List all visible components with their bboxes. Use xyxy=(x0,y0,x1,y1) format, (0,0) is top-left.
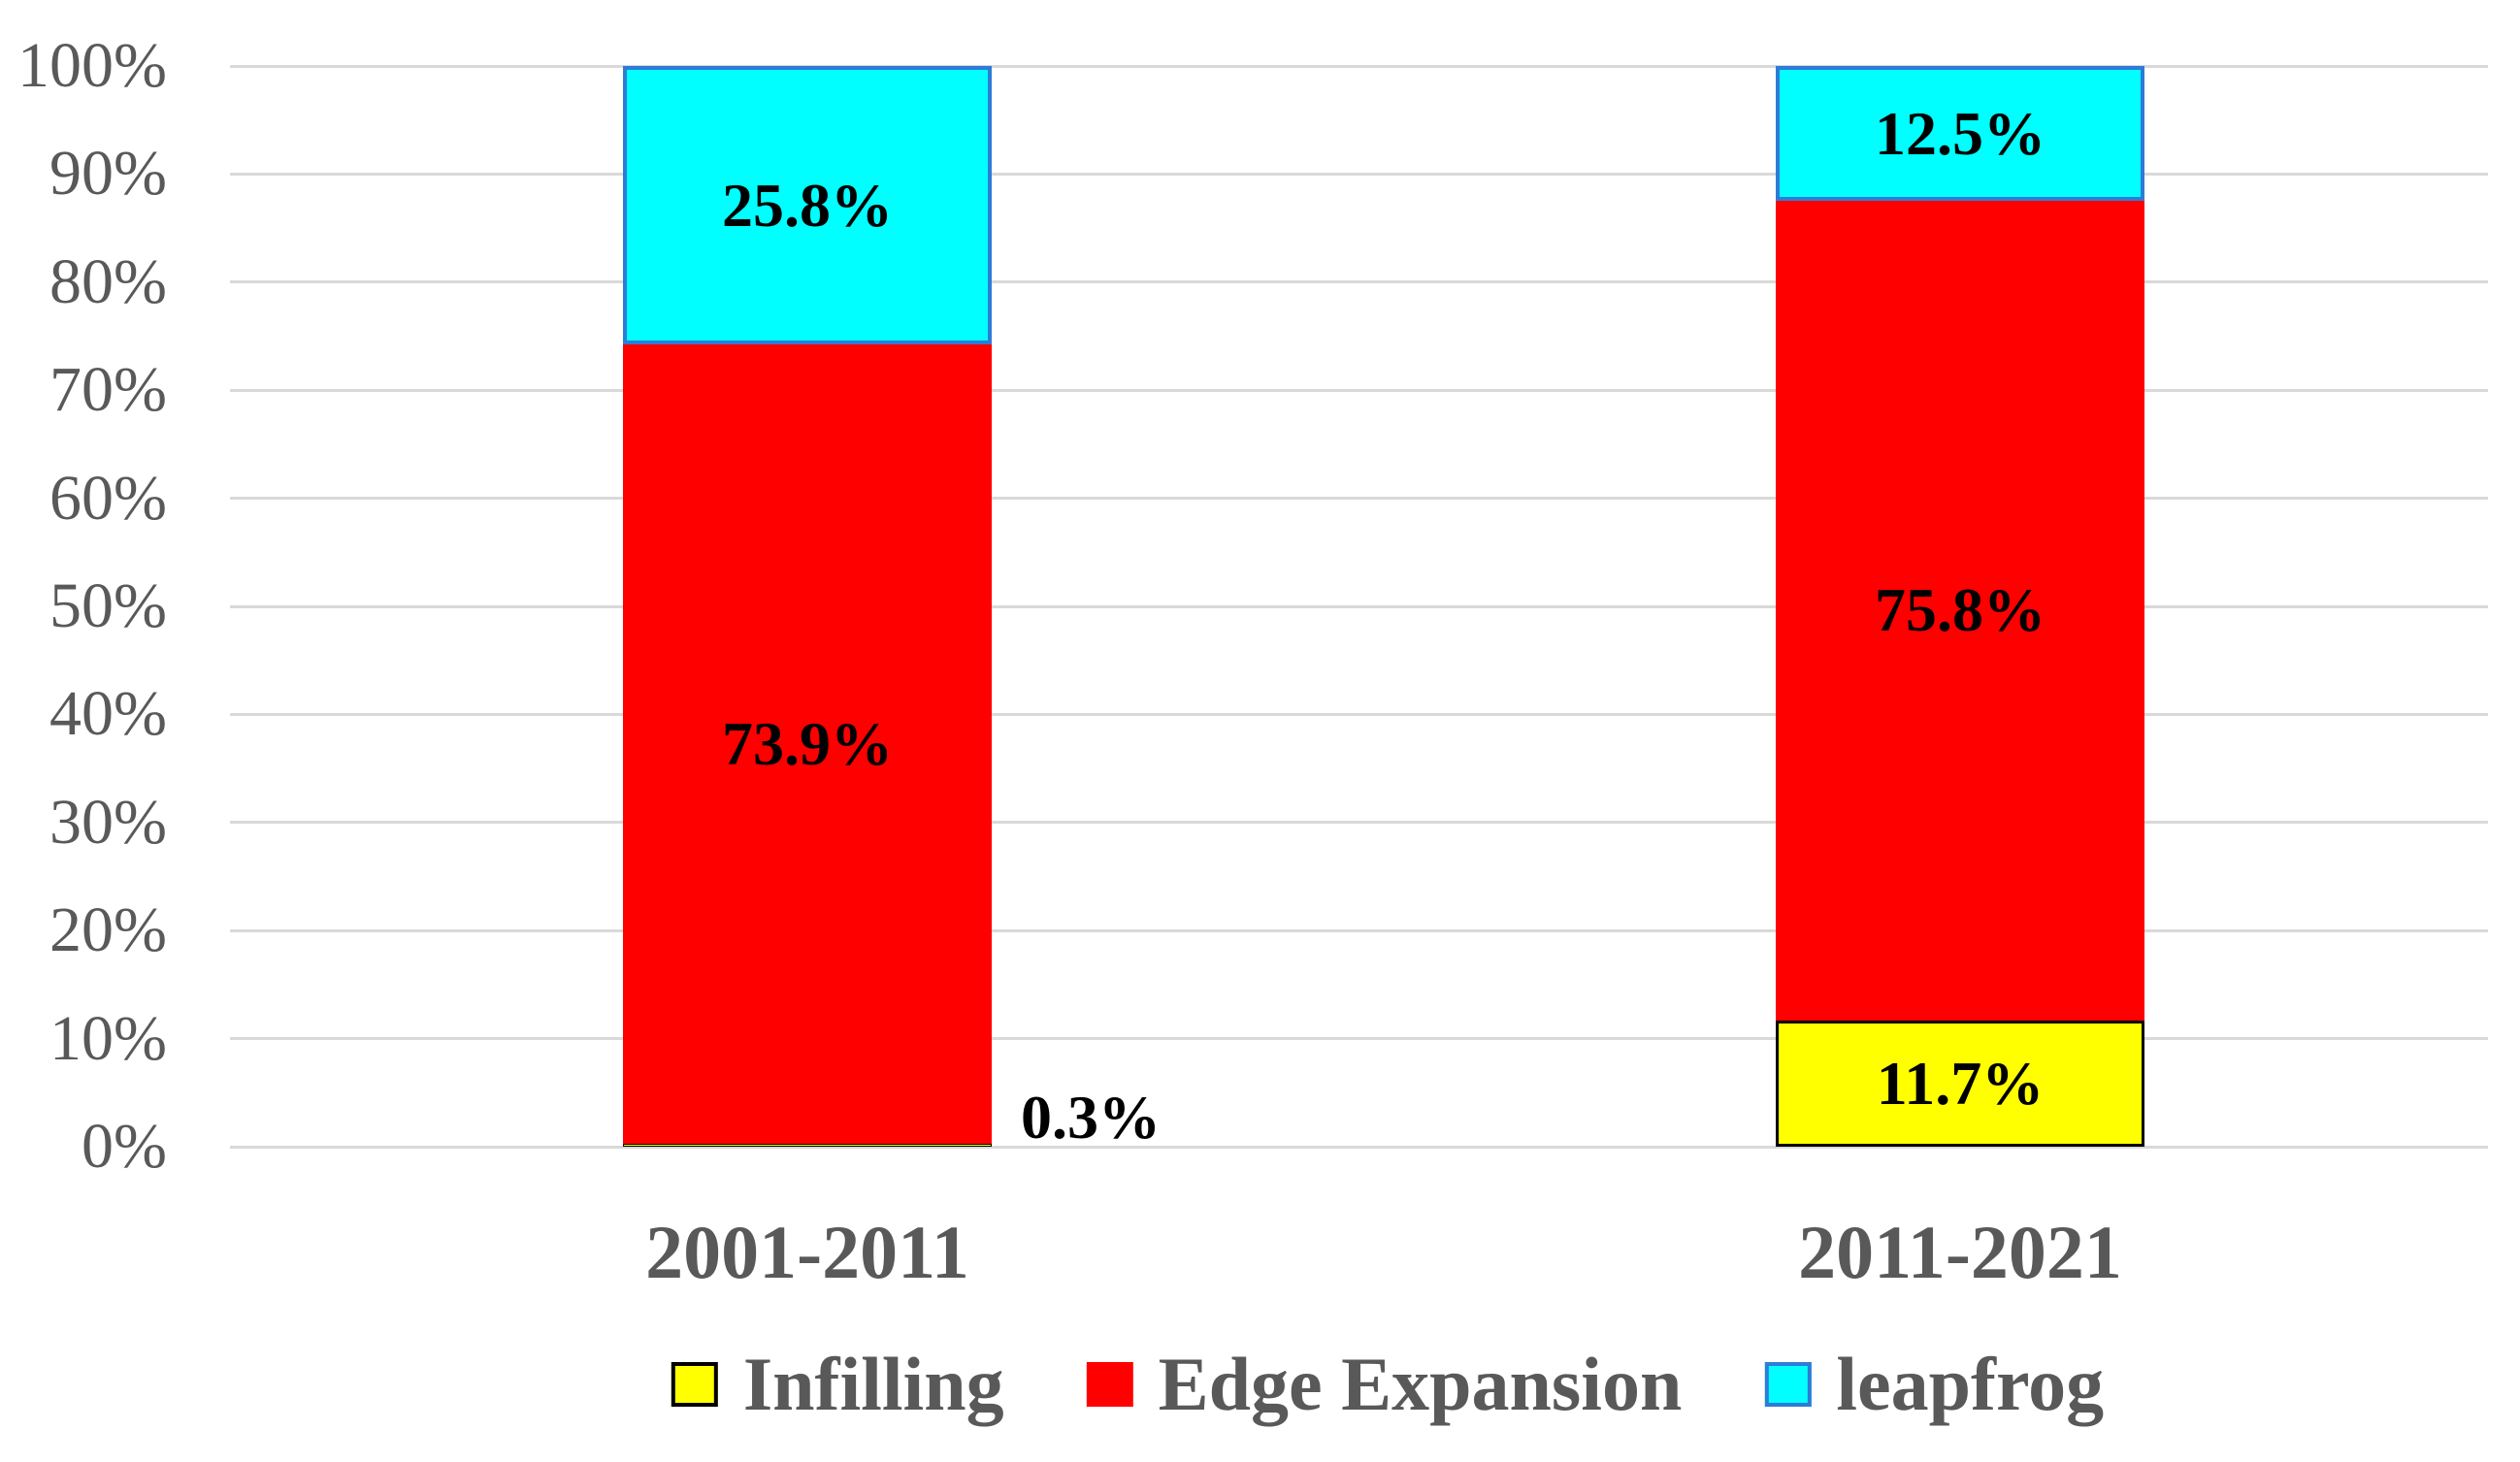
gridline xyxy=(230,172,2488,176)
gridline xyxy=(230,604,2488,608)
data-label-outside: 0.3% xyxy=(1021,1082,1161,1152)
legend-label: Infilling xyxy=(742,1342,1004,1426)
data-label: 73.9% xyxy=(722,709,893,779)
gridline xyxy=(230,64,2488,68)
gridline xyxy=(230,497,2488,501)
y-tick-label: 100% xyxy=(17,30,167,101)
gridline xyxy=(230,712,2488,716)
legend-label: Edge Expansion xyxy=(1158,1342,1683,1426)
data-label: 75.8% xyxy=(1875,575,2045,645)
gridline xyxy=(230,1037,2488,1041)
gridline xyxy=(230,280,2488,284)
y-tick-label: 0% xyxy=(82,1111,167,1182)
bar-segment-edge-expansion-2001-2011: 73.9% xyxy=(623,344,992,1144)
legend-swatch-infilling xyxy=(671,1362,718,1407)
y-tick-label: 80% xyxy=(49,245,167,317)
bar-segment-leapfrog-2001-2011: 25.8% xyxy=(623,66,992,345)
y-tick-label: 90% xyxy=(49,138,167,210)
plot-area: 0.3% 73.9% 25.8% 11.7% 75.8% 12.5% xyxy=(230,64,2488,1151)
bar-segment-infilling-2011-2021: 11.7% xyxy=(1776,1020,2144,1147)
gridline xyxy=(230,1145,2488,1149)
bar-segment-infilling-2001-2011 xyxy=(623,1143,992,1147)
legend-item-leapfrog: leapfrog xyxy=(1764,1347,2104,1422)
legend-item-infilling: Infilling xyxy=(671,1347,1004,1422)
legend-label: leapfrog xyxy=(1836,1342,2105,1426)
legend-swatch-leapfrog xyxy=(1764,1362,1812,1407)
y-tick-label: 30% xyxy=(49,786,167,858)
data-label: 11.7% xyxy=(1876,1048,2045,1118)
legend: Infilling Edge Expansion leapfrog xyxy=(671,1347,2104,1422)
legend-swatch-edge-expansion xyxy=(1086,1362,1133,1407)
y-tick-label: 40% xyxy=(49,678,167,750)
bar-segment-edge-expansion-2011-2021: 75.8% xyxy=(1776,201,2144,1021)
y-tick-label: 60% xyxy=(49,462,167,534)
y-tick-label: 20% xyxy=(49,894,167,966)
data-label: 25.8% xyxy=(722,170,893,240)
y-tick-label: 50% xyxy=(49,570,167,641)
y-tick-label: 70% xyxy=(49,354,167,426)
x-category-label-2001-2011: 2001-2011 xyxy=(645,1210,969,1294)
y-tick-label: 10% xyxy=(49,1002,167,1074)
bar-segment-leapfrog-2011-2021: 12.5% xyxy=(1776,66,2144,202)
gridline xyxy=(230,821,2488,825)
gridline xyxy=(230,928,2488,932)
gridline xyxy=(230,388,2488,392)
data-label: 12.5% xyxy=(1875,98,2045,168)
legend-item-edge-expansion: Edge Expansion xyxy=(1086,1342,1683,1426)
x-category-label-2011-2021: 2011-2021 xyxy=(1798,1210,2122,1294)
